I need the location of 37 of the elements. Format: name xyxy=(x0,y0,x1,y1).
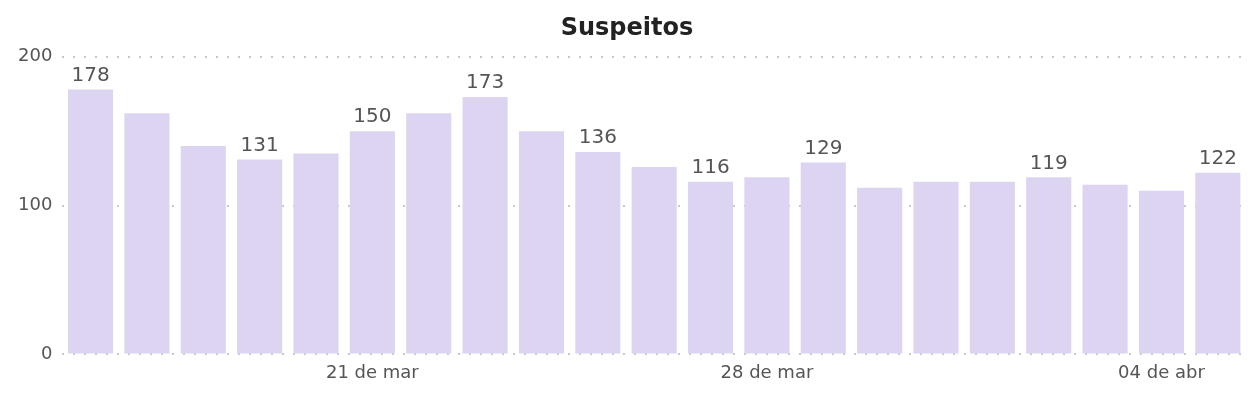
x-tick-label: 28 de mar xyxy=(720,360,814,382)
data-label: 178 xyxy=(71,61,110,86)
x-tick-label: 21 de mar xyxy=(325,360,420,382)
bar xyxy=(349,131,395,354)
bar xyxy=(1082,184,1128,354)
bar xyxy=(744,177,790,354)
bar xyxy=(857,187,903,354)
bar xyxy=(180,146,226,354)
bar xyxy=(462,96,508,354)
data-label: 173 xyxy=(465,69,505,94)
data-label: 122 xyxy=(1198,145,1237,170)
bar xyxy=(913,181,959,354)
y-tick-label: 200 xyxy=(18,44,53,66)
bar xyxy=(688,181,734,354)
bar xyxy=(800,162,846,354)
bar xyxy=(575,152,621,354)
bar xyxy=(518,131,564,354)
data-label: 150 xyxy=(353,103,392,128)
y-tick-label: 100 xyxy=(18,193,53,215)
data-label: 116 xyxy=(691,154,730,178)
x-tick-label: 04 de abr xyxy=(1118,360,1206,382)
chart-title: Suspeitos xyxy=(560,12,694,41)
data-label: 136 xyxy=(578,124,617,149)
bar xyxy=(1195,172,1241,354)
y-tick-label: 0 xyxy=(40,342,53,364)
data-label: 119 xyxy=(1029,149,1068,174)
bar xyxy=(293,153,339,354)
data-label: 129 xyxy=(804,134,843,159)
bar xyxy=(1026,177,1072,354)
bar xyxy=(237,159,283,354)
bar xyxy=(406,113,452,354)
bar xyxy=(1138,190,1184,354)
data-label: 131 xyxy=(240,131,279,156)
bar xyxy=(969,181,1015,354)
bar xyxy=(124,113,170,354)
bar xyxy=(631,166,677,354)
bar xyxy=(67,89,114,354)
